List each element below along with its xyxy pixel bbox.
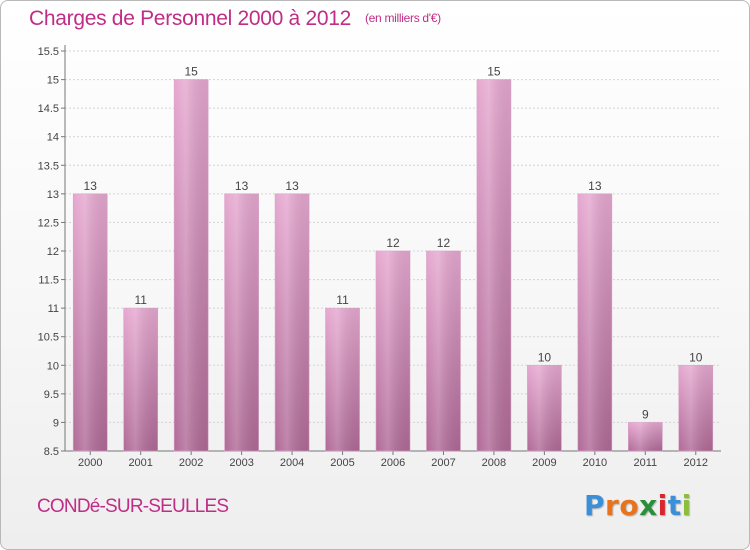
bar-shine xyxy=(476,79,511,452)
y-tick-label: 14 xyxy=(47,132,59,144)
bar-shine xyxy=(325,308,360,451)
data-label: 13 xyxy=(588,179,602,193)
y-tick-label: 12.5 xyxy=(38,217,59,229)
y-tick-label: 9 xyxy=(53,417,59,429)
bar-shine xyxy=(426,251,461,451)
data-label: 11 xyxy=(134,293,147,307)
y-tick-label: 14.5 xyxy=(38,103,59,115)
chart-title: Charges de Personnel 2000 à 2012 (en mill… xyxy=(29,7,441,31)
y-tick-label: 12 xyxy=(47,246,59,258)
data-label: 12 xyxy=(386,236,400,250)
bar-shine xyxy=(376,251,410,451)
chart-subtitle: (en milliers d'€) xyxy=(364,11,441,25)
bar-shine xyxy=(224,193,259,451)
bar-shine xyxy=(678,365,713,451)
x-tick-label: 2005 xyxy=(330,457,354,469)
y-tick-label: 10.5 xyxy=(38,332,59,344)
axes: 8.599.51010.51111.51212.51313.51414.5151… xyxy=(38,45,721,469)
y-tick-label: 9.5 xyxy=(44,389,59,401)
x-tick-label: 2002 xyxy=(179,457,203,469)
data-label: 13 xyxy=(285,179,299,193)
y-tick-label: 11 xyxy=(48,303,59,315)
y-tick-label: 15.5 xyxy=(38,46,59,58)
y-tick-label: 15 xyxy=(47,75,59,87)
data-label: 15 xyxy=(487,65,501,79)
commune-name: CONDé-SUR-SEULLES xyxy=(37,496,229,517)
x-tick-label: 2009 xyxy=(532,457,556,469)
logo-letter: P xyxy=(584,489,606,522)
data-label: 15 xyxy=(184,65,198,79)
logo-letter: i xyxy=(681,489,692,522)
x-tick-label: 2001 xyxy=(128,457,152,469)
x-tick-label: 2006 xyxy=(381,457,405,469)
x-tick-label: 2000 xyxy=(78,457,102,469)
bar-shine xyxy=(628,422,663,451)
data-label: 12 xyxy=(437,236,451,250)
logo-letter: r xyxy=(605,489,620,522)
x-tick-label: 2011 xyxy=(633,457,657,469)
chart-title-text: Charges de Personnel 2000 à 2012 xyxy=(29,7,351,30)
y-tick-label: 11.5 xyxy=(38,275,59,287)
x-tick-label: 2003 xyxy=(229,457,253,469)
bar-shine xyxy=(275,193,310,451)
logo-letter: o xyxy=(619,489,640,522)
logo-letter: t xyxy=(667,489,682,522)
proxiti-logo[interactable]: Proxiti xyxy=(584,489,692,522)
bar-shine xyxy=(123,308,158,451)
bar-shine xyxy=(527,365,562,451)
logo-letter: i xyxy=(657,489,668,522)
bar-shine xyxy=(73,193,108,451)
bar-shine xyxy=(577,193,612,451)
bar-shine xyxy=(174,79,209,452)
x-tick-label: 2008 xyxy=(482,457,506,469)
data-label: 10 xyxy=(689,350,703,364)
data-label: 13 xyxy=(84,179,98,193)
bars xyxy=(72,79,714,452)
data-label: 13 xyxy=(235,179,249,193)
data-label: 11 xyxy=(336,293,349,307)
logo-letter: x xyxy=(639,489,658,522)
x-tick-label: 2012 xyxy=(684,457,708,469)
x-tick-label: 2010 xyxy=(583,457,607,469)
data-label: 9 xyxy=(642,407,649,421)
y-tick-label: 10 xyxy=(47,360,59,372)
data-label: 10 xyxy=(538,350,552,364)
x-tick-label: 2004 xyxy=(280,457,304,469)
x-tick-label: 2007 xyxy=(431,457,455,469)
y-tick-label: 13 xyxy=(47,189,59,201)
y-tick-label: 13.5 xyxy=(38,160,59,172)
data-labels: 13 11 15 13 13 11 12 12 15 10 13 9 10 xyxy=(84,65,703,422)
y-tick-label: 8.5 xyxy=(44,446,59,458)
